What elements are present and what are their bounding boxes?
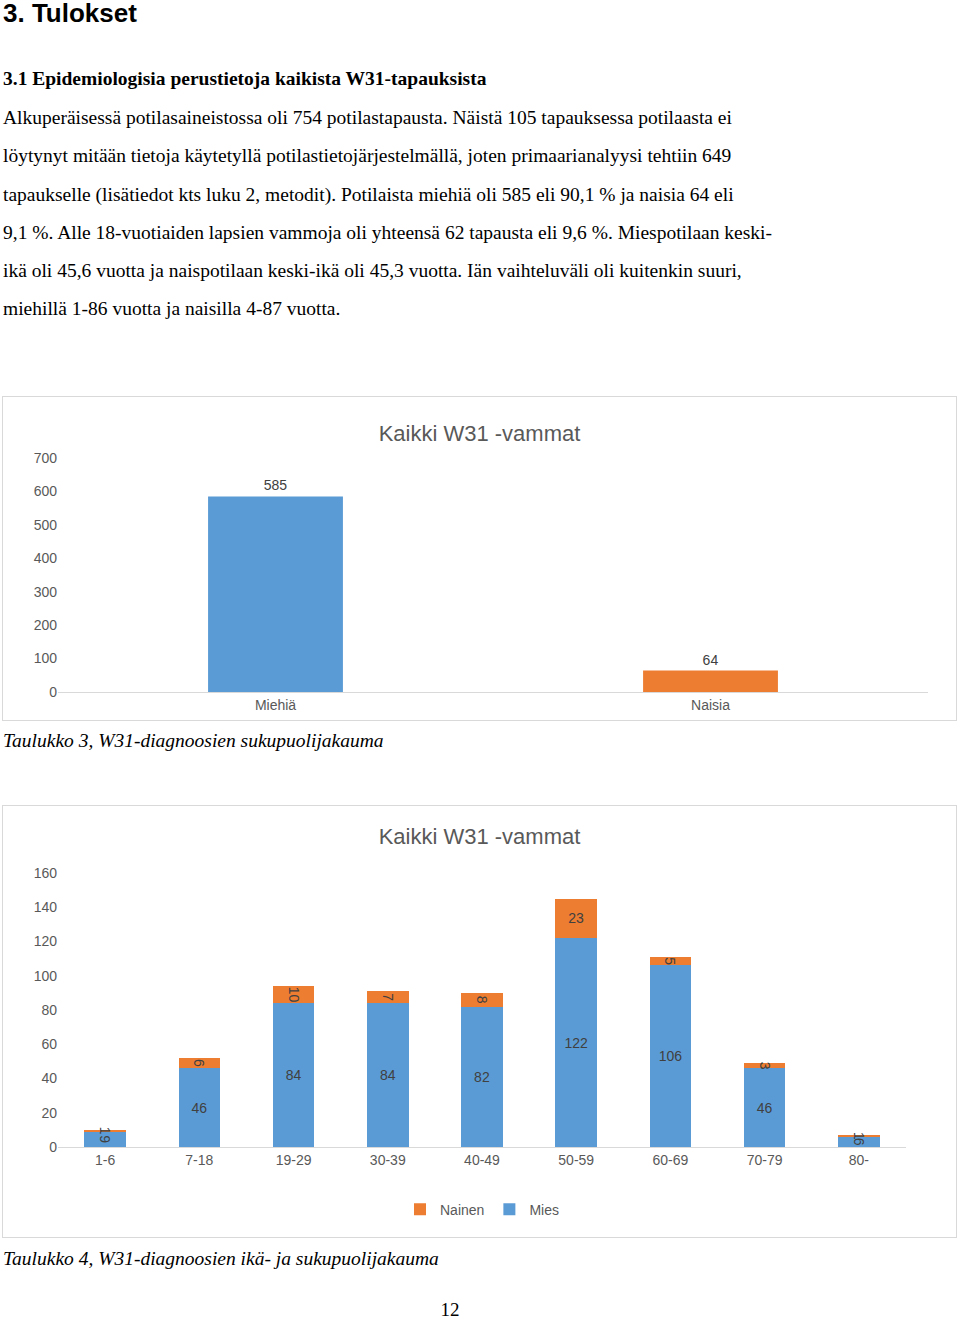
html-text:Taulukko 3, W31-diagnoosien su: Taulukko 3, W31-diagnoosien sukupuolijak…: [3, 730, 384, 751]
svg-text:7-18: 7-18: [185, 1152, 213, 1168]
svg-text:30-39: 30-39: [370, 1152, 406, 1168]
svg-text:5: 5: [662, 957, 678, 965]
svg-text:Nainen: Nainen: [440, 1202, 484, 1218]
svg-text:Kaikki W31 -vammat: Kaikki W31 -vammat: [379, 421, 581, 446]
svg-text:60-69: 60-69: [653, 1152, 689, 1168]
html-text:löytynyt mitään tietoja käytet: löytynyt mitään tietoja käytetyllä potil…: [3, 145, 732, 167]
svg-text:10: 10: [286, 987, 302, 1003]
svg-text:Kaikki W31 -vammat: Kaikki W31 -vammat: [379, 824, 581, 849]
svg-text:100: 100: [34, 968, 58, 984]
svg-text:400: 400: [34, 550, 58, 566]
svg-text:200: 200: [34, 617, 58, 633]
svg-text:84: 84: [286, 1067, 302, 1083]
svg-text:1: 1: [97, 1127, 113, 1135]
svg-text:70-79: 70-79: [747, 1152, 783, 1168]
svg-text:80: 80: [41, 1002, 57, 1018]
svg-text:1: 1: [851, 1132, 867, 1140]
svg-text:46: 46: [191, 1100, 207, 1116]
svg-text:300: 300: [34, 584, 58, 600]
html-text:3.1 Epidemiologisia perustieto: 3.1 Epidemiologisia perustietoja kaikist…: [3, 68, 487, 89]
svg-text:9: 9: [97, 1135, 113, 1143]
svg-text:84: 84: [380, 1067, 396, 1083]
html-text:9,1 %. Alle 18-vuotiaiden laps: 9,1 %. Alle 18-vuotiaiden lapsien vammoj…: [3, 221, 772, 243]
svg-text:Miehiä: Miehiä: [255, 697, 296, 713]
svg-text:1-6: 1-6: [95, 1152, 115, 1168]
svg-text:6: 6: [191, 1059, 207, 1067]
svg-text:8: 8: [474, 996, 490, 1004]
svg-text:23: 23: [568, 910, 584, 926]
svg-text:700: 700: [34, 450, 58, 466]
html-text:miehillä 1-86 vuotta ja naisil: miehillä 1-86 vuotta ja naisilla 4-87 vu…: [3, 298, 341, 320]
svg-text:64: 64: [703, 652, 719, 668]
svg-text:40: 40: [41, 1070, 57, 1086]
html-text:12: 12: [440, 1299, 460, 1319]
svg-text:0: 0: [49, 1139, 57, 1155]
svg-text:19-29: 19-29: [276, 1152, 312, 1168]
svg-text:0: 0: [49, 684, 57, 700]
svg-text:600: 600: [34, 483, 58, 499]
svg-text:106: 106: [659, 1048, 683, 1064]
svg-text:140: 140: [34, 899, 58, 915]
svg-text:20: 20: [41, 1105, 57, 1121]
svg-text:80-: 80-: [849, 1152, 870, 1168]
html-text:ikä oli 45,6 vuotta ja naispot: ikä oli 45,6 vuotta ja naispotilaan kesk…: [3, 260, 742, 282]
svg-text:500: 500: [34, 517, 58, 533]
svg-text:100: 100: [34, 650, 58, 666]
svg-text:7: 7: [380, 993, 396, 1001]
svg-text:160: 160: [34, 865, 58, 881]
html-text:tapaukselle (lisätiedot kts lu: tapaukselle (lisätiedot kts luku 2, meto…: [3, 183, 734, 205]
svg-text:120: 120: [34, 933, 58, 949]
html-text:Taulukko 4, W31-diagnoosien ik: Taulukko 4, W31-diagnoosien ikä- ja suku…: [3, 1248, 439, 1269]
svg-text:6: 6: [851, 1138, 867, 1146]
svg-text:Mies: Mies: [529, 1202, 559, 1218]
svg-text:122: 122: [564, 1035, 588, 1051]
svg-text:46: 46: [757, 1100, 773, 1116]
svg-text:40-49: 40-49: [464, 1152, 500, 1168]
html-text:Alkuperäisessä potilasaineisto: Alkuperäisessä potilasaineistossa oli 75…: [3, 107, 732, 128]
svg-text:3: 3: [757, 1062, 773, 1070]
svg-text:50-59: 50-59: [558, 1152, 594, 1168]
svg-text:82: 82: [474, 1069, 490, 1085]
svg-text:585: 585: [264, 477, 288, 493]
svg-text:60: 60: [41, 1036, 57, 1052]
svg-text:Naisia: Naisia: [691, 697, 730, 713]
